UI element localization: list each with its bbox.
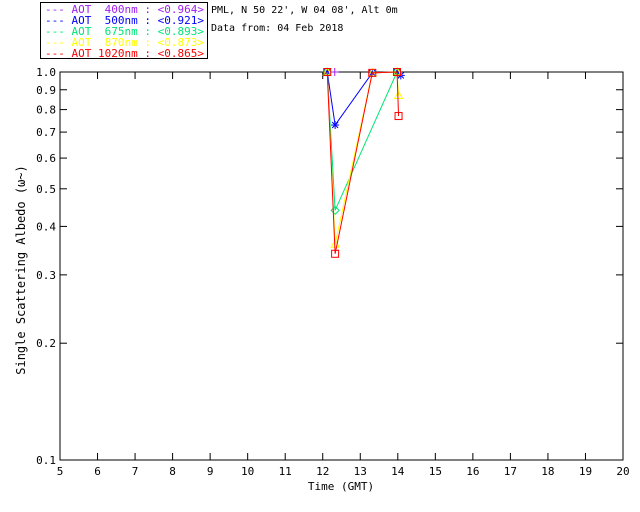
x-tick-label: 5 — [57, 465, 64, 478]
y-tick-label: 0.5 — [36, 183, 56, 196]
legend-item-aot-675nm: --- AOT 675nm : <0.893> — [45, 25, 204, 38]
legend-item-aot-400nm: --- AOT 400nm : <0.964> — [45, 3, 204, 16]
data-marker — [393, 68, 402, 76]
y-tick-label: 0.8 — [36, 104, 56, 117]
data-marker — [368, 68, 377, 77]
data-marker — [330, 205, 340, 216]
x-tick-label: 19 — [579, 465, 592, 478]
series-aot-675nm — [322, 67, 402, 216]
x-tick-label: 17 — [504, 465, 517, 478]
series-aot-870nm — [322, 66, 404, 248]
x-tick-label: 9 — [207, 465, 214, 478]
station-title: PML, N 50 22', W 04 08', Alt 0m — [211, 5, 398, 16]
series-aot-500nm — [323, 68, 405, 130]
legend-item-aot-1020nm: --- AOT 1020nm : <0.865> — [45, 47, 204, 60]
axes — [59, 71, 624, 461]
x-tick-label: 20 — [616, 465, 629, 478]
x-tick-label: 12 — [316, 465, 329, 478]
series-line — [326, 71, 398, 211]
legend-item-aot-500nm: --- AOT 500nm : <0.921> — [45, 14, 204, 27]
x-tick-label: 10 — [241, 465, 254, 478]
x-tick-label: 6 — [94, 465, 101, 478]
data-marker — [393, 90, 404, 99]
series-line — [326, 71, 402, 127]
data-marker — [394, 112, 403, 121]
y-tick-label: 1.0 — [36, 66, 56, 79]
y-tick-label: 0.1 — [36, 454, 56, 467]
x-tick-label: 14 — [391, 465, 405, 478]
x-tick-label: 8 — [169, 465, 176, 478]
data-marker — [331, 121, 340, 130]
y-axis-title: Single Scattering Albedo (ω~) — [14, 165, 28, 375]
y-tick-label: 0.7 — [36, 126, 56, 139]
date-subtitle: Data from: 04 Feb 2018 — [211, 23, 344, 34]
legend-item-aot-870nm: --- AOT 870nm : <0.873> — [45, 36, 204, 49]
data-marker — [330, 68, 339, 76]
y-tick-label: 0.4 — [36, 220, 56, 233]
y-tick-label: 0.2 — [36, 337, 56, 350]
y-tick-label: 0.6 — [36, 152, 56, 165]
series-line — [326, 71, 400, 245]
data-marker — [323, 68, 332, 76]
y-tick-labels: 1.0 0.9 0.8 0.7 0.6 0.5 0.4 0.3 0.2 0.1 — [36, 66, 56, 467]
series-aot-1020nm — [323, 68, 403, 258]
x-tick-label: 13 — [354, 465, 367, 478]
x-tick-label: 7 — [132, 465, 139, 478]
x-axis-title: Time (GMT) — [307, 480, 375, 493]
x-ticks — [59, 72, 624, 460]
x-tick-label: 15 — [429, 465, 442, 478]
x-tick-labels: 5 6 7 8 9 10 11 12 13 14 15 16 17 18 19 20 — [57, 465, 630, 478]
legend-box: --- AOT 400nm : <0.964> --- AOT 500nm : <… — [40, 2, 208, 59]
x-tick-label: 11 — [279, 465, 292, 478]
data-marker — [331, 249, 340, 258]
y-tick-label: 0.9 — [36, 84, 56, 97]
y-ticks — [60, 71, 623, 461]
y-tick-label: 0.3 — [36, 269, 56, 282]
x-tick-label: 16 — [466, 465, 479, 478]
series-line — [326, 71, 400, 254]
x-tick-label: 18 — [541, 465, 554, 478]
